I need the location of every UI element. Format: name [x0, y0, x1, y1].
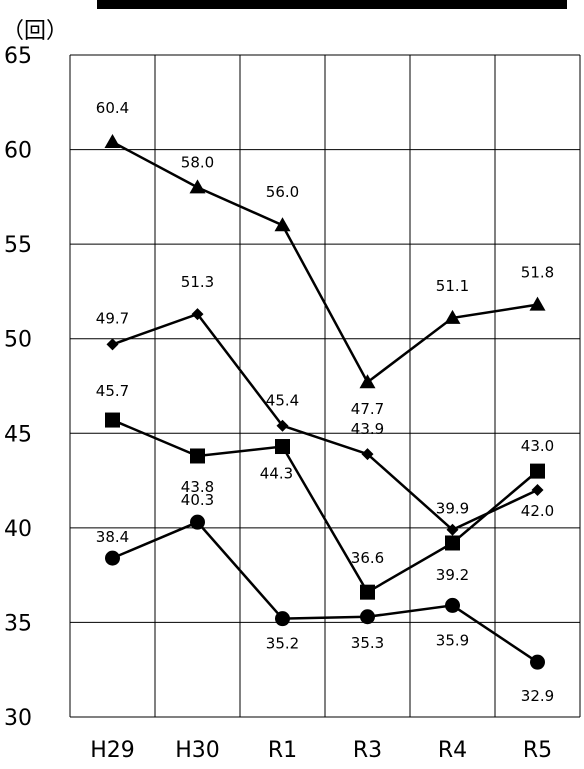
x-tick-label-4: R4: [438, 738, 467, 763]
square-marker-5: [530, 464, 545, 479]
triangle-marker-0: [105, 134, 121, 148]
y-tick-label-4: 50: [4, 328, 32, 353]
data-label-circle-2: 35.2: [266, 635, 299, 653]
y-tick-label-1: 35: [4, 611, 32, 636]
data-label-square-5: 43.0: [521, 437, 554, 455]
x-tick-label-1: H30: [175, 738, 220, 763]
circle-marker-2: [275, 611, 290, 626]
y-tick-label-7: 65: [4, 44, 32, 69]
square-marker-4: [445, 535, 460, 550]
circle-marker-5: [530, 655, 545, 670]
data-label-square-3: 36.6: [351, 549, 384, 567]
data-label-circle-0: 38.4: [96, 528, 129, 546]
diamond-marker-0: [107, 338, 119, 350]
y-tick-label-6: 60: [4, 139, 32, 164]
x-axis-ticks: H29 H30 R1 R3 R4 R5: [90, 738, 552, 763]
diamond-marker-5: [532, 484, 544, 496]
x-tick-label-2: R1: [268, 738, 297, 763]
data-label-triangle-5: 51.8: [521, 264, 554, 282]
y-tick-label-0: 30: [4, 706, 32, 731]
unit-label: （回）: [2, 19, 68, 44]
triangle-marker-1: [190, 179, 206, 193]
data-label-diamond-0: 49.7: [96, 309, 129, 327]
x-tick-label-0: H29: [90, 738, 135, 763]
title-bar: [97, 0, 567, 9]
x-tick-label-3: R3: [353, 738, 382, 763]
square-marker-2: [275, 439, 290, 454]
square-marker-3: [360, 585, 375, 600]
data-label-square-4: 39.2: [436, 566, 469, 584]
data-label-triangle-1: 58.0: [181, 153, 214, 171]
square-marker-0: [105, 413, 120, 428]
data-label-triangle-0: 60.4: [96, 99, 129, 117]
data-label-diamond-4: 39.9: [436, 500, 469, 518]
square-marker-1: [190, 448, 205, 463]
y-axis-ticks: 30 35 40 45 50 55 60 65: [4, 44, 32, 731]
data-label-diamond-2: 45.4: [266, 392, 299, 410]
data-label-triangle-4: 51.1: [436, 277, 469, 295]
triangle-marker-5: [530, 297, 546, 311]
data-label-diamond-1: 51.3: [181, 273, 214, 291]
data-label-triangle-2: 56.0: [266, 183, 299, 201]
data-label-diamond-5: 42.0: [521, 502, 554, 520]
x-tick-label-5: R5: [523, 738, 552, 763]
triangle-marker-2: [275, 217, 291, 231]
y-tick-label-2: 40: [4, 517, 32, 542]
data-label-circle-3: 35.3: [351, 634, 384, 652]
data-label-circle-1: 40.3: [181, 491, 214, 509]
data-label-circle-4: 35.9: [436, 631, 469, 649]
triangle-marker-3: [360, 374, 376, 388]
circle-marker-0: [105, 551, 120, 566]
data-label-circle-5: 32.9: [521, 687, 554, 705]
data-label-diamond-3: 43.9: [351, 420, 384, 438]
circle-marker-1: [190, 515, 205, 530]
y-tick-label-5: 55: [4, 233, 32, 258]
circle-marker-3: [360, 609, 375, 624]
data-label-square-0: 45.7: [96, 382, 129, 400]
data-label-square-2: 44.3: [260, 465, 293, 483]
data-label-triangle-3: 47.7: [351, 400, 384, 418]
y-tick-label-3: 45: [4, 422, 32, 447]
circle-marker-4: [445, 598, 460, 613]
